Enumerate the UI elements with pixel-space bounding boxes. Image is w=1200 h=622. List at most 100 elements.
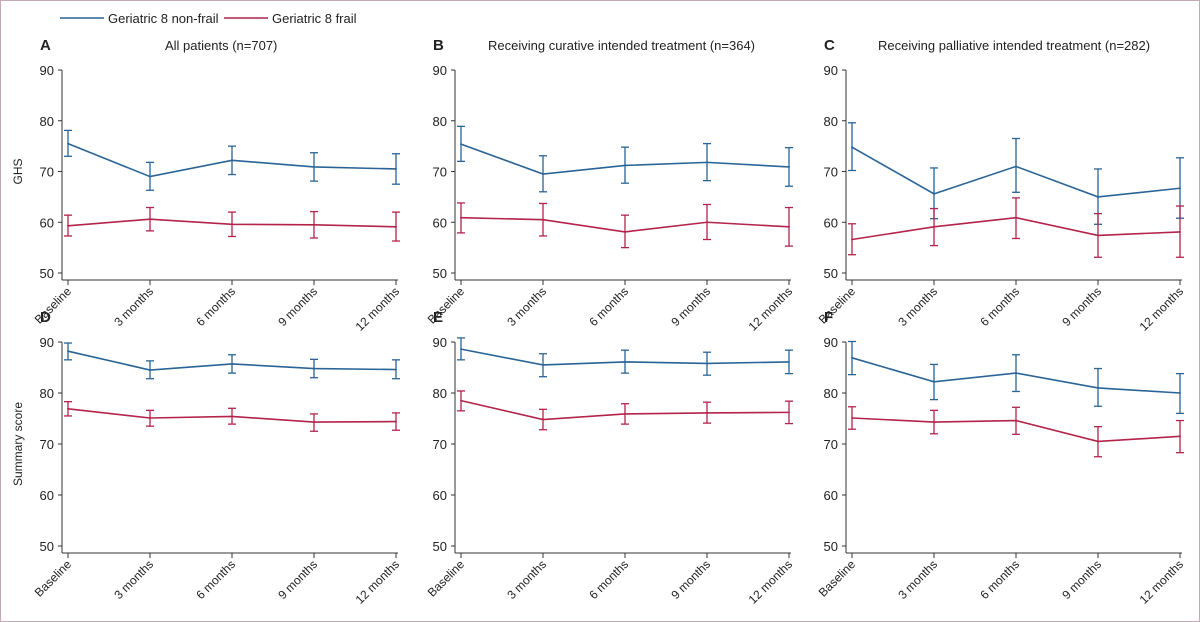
data-point: [1097, 440, 1099, 443]
y-tick-label: 90: [40, 335, 54, 350]
y-tick-label: 60: [433, 488, 447, 503]
x-tick-label: Baseline: [816, 557, 859, 600]
series-non-frail: [457, 125, 793, 193]
data-point: [851, 238, 853, 241]
series-frail: [848, 406, 1184, 458]
panel-d: D 50 60 70 80 90 Summary score Baseline 3 months…: [11, 309, 402, 607]
data-point: [788, 225, 790, 228]
data-point: [313, 421, 315, 423]
y-tick-label: 90: [824, 63, 838, 78]
data-point: [788, 166, 790, 168]
y-tick-label: 80: [433, 114, 447, 129]
y-tick-label: 50: [40, 539, 54, 554]
data-point: [149, 369, 151, 371]
y-tick-label: 70: [824, 165, 838, 180]
y-tick-label: 60: [40, 215, 54, 230]
x-tick-label: 9 months: [275, 557, 320, 602]
data-point: [460, 216, 462, 219]
y-tick-label: 90: [824, 335, 838, 350]
series-non-frail: [64, 342, 400, 380]
x-tick-label: 6 months: [193, 557, 238, 602]
panel-letter: E: [433, 309, 443, 326]
y-tick-label: 70: [433, 437, 447, 452]
data-point: [67, 224, 69, 227]
x-tick-label: 6 months: [193, 284, 238, 329]
panel-e: E 50 60 70 80 90 Baseline 3 months 6 months 9 mon…: [425, 309, 795, 607]
data-point: [1097, 195, 1099, 198]
error-bar: [1012, 137, 1020, 193]
data-point: [149, 218, 151, 221]
x-tick-label: 6 months: [586, 557, 631, 602]
data-point: [851, 417, 853, 419]
data-point: [1015, 165, 1017, 168]
data-point: [67, 142, 69, 145]
y-tick-label: 60: [40, 488, 54, 503]
x-tick-label: 3 months: [895, 557, 940, 602]
data-point: [624, 230, 626, 233]
data-point: [313, 166, 315, 168]
data-point: [1097, 387, 1099, 389]
x-tick-label: 6 months: [977, 284, 1022, 329]
series-non-frail: [64, 129, 400, 191]
panel-b: B Receiving curative intended treatment (…: [425, 37, 795, 334]
x-tick-label: 3 months: [504, 557, 549, 602]
x-tick-label: Baseline: [425, 284, 468, 327]
data-point: [231, 363, 233, 365]
panel-letter: D: [40, 309, 51, 326]
data-point: [1015, 216, 1017, 219]
data-point: [1179, 187, 1181, 190]
y-tick-label: 50: [824, 266, 838, 281]
data-point: [624, 164, 626, 167]
x-tick-label: 9 months: [1059, 284, 1104, 329]
y-tick-label: 50: [433, 539, 447, 554]
data-point: [624, 360, 626, 363]
y-tick-label: 70: [824, 437, 838, 452]
x-tick-label: 3 months: [111, 284, 156, 329]
legend-item-frail: Geriatric 8 frail: [224, 11, 357, 26]
legend-label: Geriatric 8 frail: [272, 11, 357, 26]
y-tick-label: 80: [40, 386, 54, 401]
panel-a: A All patients (n=707) 50 60 70 80 90 GHS Baseli…: [11, 37, 402, 334]
data-point: [542, 173, 544, 175]
y-tick-label: 60: [824, 488, 838, 503]
panel-letter: F: [824, 309, 833, 326]
panel-letter: B: [433, 37, 444, 54]
series-frail: [64, 401, 400, 432]
x-tick-label: 12 months: [353, 557, 403, 607]
x-tick-label: 9 months: [275, 284, 320, 329]
x-tick-label: 3 months: [504, 284, 549, 329]
panel-subtitle: Receiving curative intended treatment (n…: [488, 38, 755, 53]
panel-letter: C: [824, 37, 835, 54]
y-axis-label: Summary score: [11, 402, 25, 486]
data-point: [624, 413, 626, 415]
data-point: [1097, 234, 1099, 237]
legend-item-non-frail: Geriatric 8 non-frail: [60, 11, 219, 26]
panel-letter: A: [40, 37, 51, 54]
y-tick-label: 50: [824, 539, 838, 554]
x-tick-label: 12 months: [1137, 284, 1187, 334]
data-point: [149, 417, 151, 419]
x-tick-label: 6 months: [977, 557, 1022, 602]
data-point: [788, 360, 790, 363]
y-tick-label: 50: [433, 266, 447, 281]
data-point: [231, 415, 233, 418]
data-point: [1015, 419, 1017, 422]
series-non-frail: [848, 340, 1184, 415]
data-point: [231, 223, 233, 226]
x-tick-label: 6 months: [586, 284, 631, 329]
x-tick-label: 3 months: [111, 557, 156, 602]
x-tick-label: 12 months: [746, 284, 796, 334]
x-tick-label: Baseline: [32, 557, 75, 600]
data-point: [706, 161, 708, 164]
y-tick-label: 80: [40, 114, 54, 129]
data-point: [1179, 392, 1181, 394]
data-point: [542, 364, 544, 366]
y-tick-label: 80: [824, 386, 838, 401]
y-tick-label: 90: [433, 63, 447, 78]
data-point: [542, 418, 544, 421]
data-point: [851, 356, 853, 359]
y-tick-label: 90: [433, 335, 447, 350]
y-tick-label: 70: [433, 165, 447, 180]
panel-subtitle: Receiving palliative intended treatment …: [878, 38, 1150, 53]
